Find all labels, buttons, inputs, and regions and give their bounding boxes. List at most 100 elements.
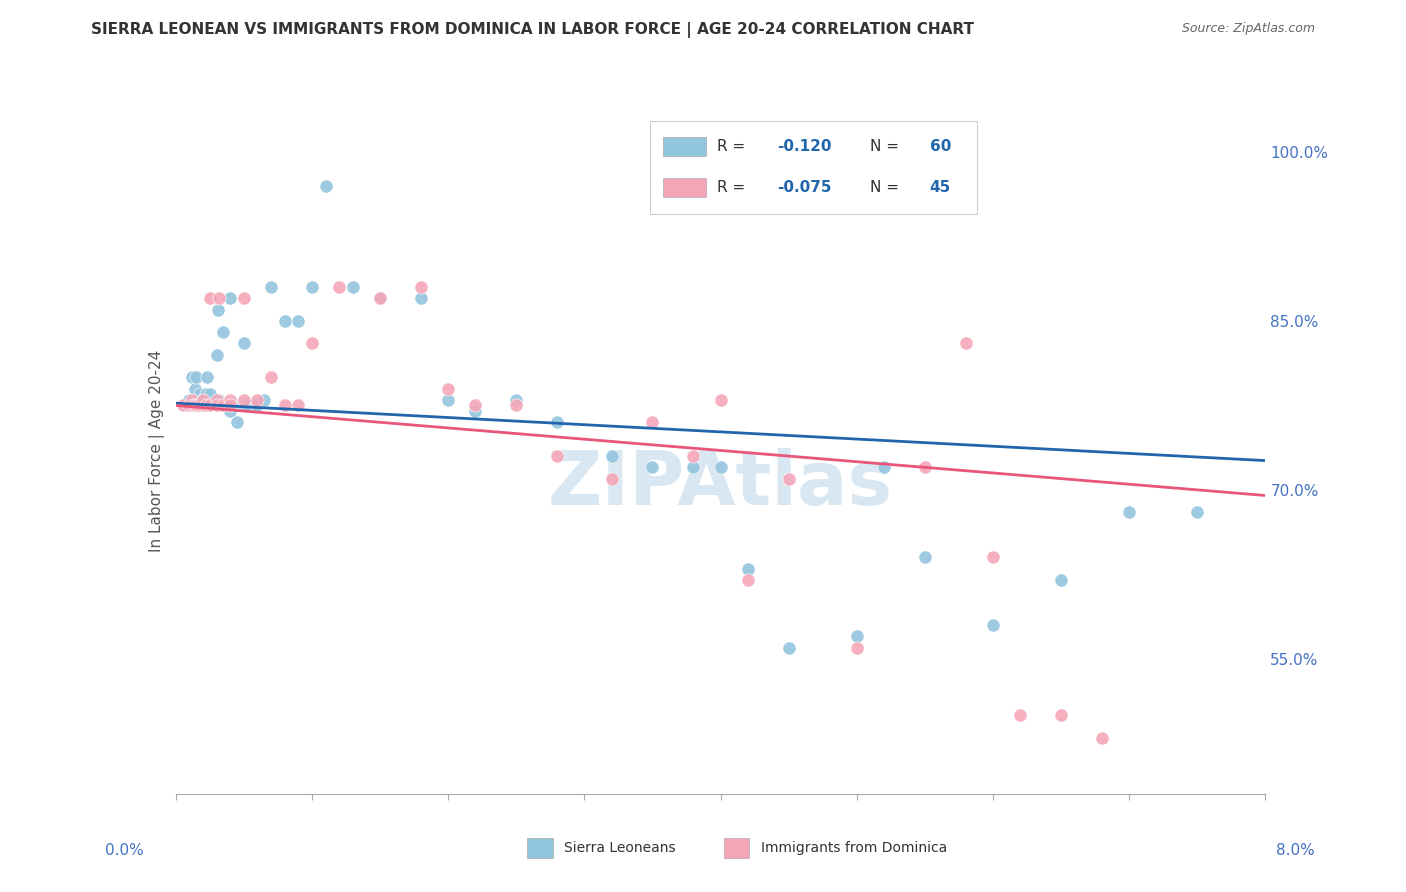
Point: [301, 280, 323, 294]
Point: [187, 399, 209, 413]
Point: [409, 292, 432, 306]
Point: [183, 399, 205, 413]
Point: [437, 392, 460, 407]
Text: SIERRA LEONEAN VS IMMIGRANTS FROM DOMINICA IN LABOR FORCE | AGE 20-24 CORRELATIO: SIERRA LEONEAN VS IMMIGRANTS FROM DOMINI…: [91, 22, 974, 38]
Point: [205, 392, 228, 407]
Point: [437, 382, 460, 396]
Point: [246, 399, 269, 413]
Point: [1118, 505, 1140, 519]
Text: Source: ZipAtlas.com: Source: ZipAtlas.com: [1181, 22, 1315, 36]
Point: [287, 314, 309, 328]
Point: [226, 415, 249, 429]
Text: 8.0%: 8.0%: [1275, 843, 1315, 858]
Y-axis label: In Labor Force | Age 20-24: In Labor Force | Age 20-24: [149, 350, 165, 551]
Point: [274, 314, 297, 328]
Point: [710, 460, 733, 475]
Point: [186, 399, 208, 413]
Point: [186, 392, 209, 407]
Point: [181, 392, 204, 407]
Point: [187, 399, 209, 413]
Point: [195, 370, 218, 384]
Point: [260, 370, 283, 384]
Point: [212, 325, 235, 339]
Point: [246, 392, 269, 407]
Point: [194, 399, 217, 413]
Point: [315, 178, 337, 193]
Point: [505, 392, 527, 407]
Point: [184, 382, 207, 396]
Point: [205, 399, 228, 413]
Point: [232, 336, 254, 351]
Point: [186, 399, 208, 413]
Point: [232, 392, 254, 407]
Point: [328, 280, 350, 294]
Point: [198, 387, 221, 401]
Point: [464, 404, 486, 418]
Point: [183, 399, 205, 413]
Point: [409, 280, 432, 294]
Point: [191, 399, 214, 413]
Point: [260, 280, 283, 294]
Point: [682, 460, 704, 475]
Point: [641, 460, 664, 475]
Point: [188, 387, 211, 401]
Point: [208, 292, 231, 306]
Point: [778, 640, 800, 655]
Point: [546, 449, 568, 463]
Point: [641, 415, 664, 429]
Point: [737, 573, 759, 587]
Point: [186, 399, 208, 413]
Point: [368, 292, 391, 306]
Point: [981, 550, 1004, 565]
Point: [179, 399, 201, 413]
Point: [219, 392, 242, 407]
Text: R =: R =: [717, 139, 751, 154]
Point: [981, 618, 1004, 632]
FancyBboxPatch shape: [650, 120, 977, 213]
Text: 60: 60: [929, 139, 952, 154]
Point: [368, 292, 391, 306]
Text: ZIPAtlas: ZIPAtlas: [548, 449, 893, 521]
Point: [179, 392, 201, 407]
Point: [955, 336, 977, 351]
Point: [778, 472, 800, 486]
Point: [253, 392, 276, 407]
Point: [1010, 708, 1032, 723]
Point: [873, 460, 896, 475]
Text: 0.0%: 0.0%: [105, 843, 145, 858]
Point: [198, 399, 221, 413]
Text: Sierra Leoneans: Sierra Leoneans: [564, 841, 675, 855]
Point: [212, 399, 235, 413]
Point: [191, 392, 214, 407]
Point: [209, 399, 232, 413]
Point: [205, 348, 228, 362]
Point: [191, 399, 214, 413]
Point: [600, 472, 623, 486]
Point: [505, 399, 527, 413]
Point: [235, 399, 257, 413]
Point: [737, 562, 759, 576]
Point: [914, 550, 936, 565]
Point: [1050, 708, 1073, 723]
Point: [682, 449, 704, 463]
Text: 45: 45: [929, 180, 950, 195]
Point: [219, 399, 242, 413]
Point: [207, 302, 229, 317]
Point: [212, 399, 235, 413]
Point: [179, 399, 201, 413]
Point: [194, 387, 217, 401]
Point: [287, 399, 309, 413]
Text: -0.075: -0.075: [778, 180, 832, 195]
Point: [222, 399, 245, 413]
Point: [198, 292, 221, 306]
Point: [710, 392, 733, 407]
Point: [205, 399, 228, 413]
Point: [600, 449, 623, 463]
Point: [845, 640, 868, 655]
Bar: [662, 137, 706, 156]
Point: [246, 399, 269, 413]
Text: N =: N =: [870, 180, 904, 195]
Point: [845, 629, 868, 643]
Point: [193, 399, 215, 413]
Point: [1091, 731, 1114, 745]
